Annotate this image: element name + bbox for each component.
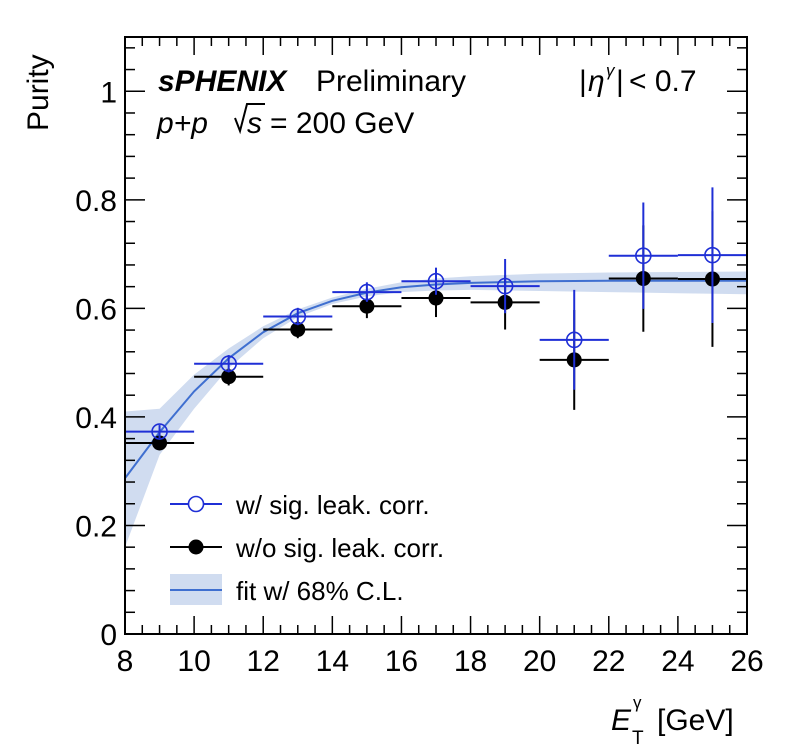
x-tick-label: 22 [592, 645, 625, 678]
svg-text:w/ sig. leak. corr.: w/ sig. leak. corr. [235, 490, 430, 520]
x-tick-label: 10 [177, 645, 210, 678]
y-tick-label: 0.4 [75, 402, 117, 435]
eta-cut-label: | η γ | < 0.7 [579, 61, 697, 98]
svg-text:η: η [588, 65, 605, 98]
x-tick-label: 8 [117, 645, 134, 678]
x-tick-label: 16 [385, 645, 418, 678]
marker [635, 247, 652, 265]
svg-text:γ: γ [606, 61, 616, 80]
legend-entry-fit: fit w/ 68% C.L. [170, 574, 404, 606]
x-tick-label: 20 [523, 645, 556, 678]
data-point [332, 282, 402, 302]
data-point [194, 368, 264, 386]
ticks-layer [124, 37, 748, 635]
data-point [125, 423, 195, 440]
data-point [677, 187, 747, 324]
legend-entry-with-corr: w/ sig. leak. corr. [170, 490, 430, 520]
svg-text:|: | [579, 65, 587, 98]
marker [358, 283, 376, 301]
data-point [263, 307, 333, 326]
data-point [125, 435, 195, 451]
y-tick-label: 0 [100, 619, 117, 652]
y-tick-label: 0.6 [75, 293, 117, 326]
series-with-corr [125, 187, 747, 440]
data-point [608, 202, 678, 309]
data-point [539, 289, 609, 390]
x-tick-label: 12 [247, 645, 280, 678]
marker [289, 308, 307, 325]
x-axis-title-main: E [611, 704, 632, 737]
x-tick-label: 14 [316, 645, 349, 678]
x-axis-title-sub: T [632, 728, 644, 749]
sqrt-s-symbol: s [234, 103, 265, 140]
status-label: Preliminary [316, 65, 466, 98]
y-tick-label: 1 [100, 76, 117, 109]
marker [427, 272, 445, 290]
collision-label: p+p [156, 107, 208, 140]
x-axis-title-unit: [GeV] [657, 704, 734, 737]
y-axis-title: Purity [22, 54, 55, 131]
data-point [470, 258, 540, 314]
marker [359, 298, 375, 314]
experiment-label: sPHENIX [158, 65, 288, 98]
y-tick-labels: 0 0.2 0.4 0.6 0.8 1 [75, 76, 117, 652]
energy-label: = 200 GeV [270, 107, 414, 140]
marker [565, 331, 583, 349]
marker [221, 369, 237, 385]
marker [704, 246, 721, 264]
data-point [194, 355, 264, 373]
x-tick-label: 18 [454, 645, 487, 678]
x-tick-label: 26 [730, 645, 763, 678]
marker [428, 290, 444, 306]
marker [151, 423, 168, 440]
marker [496, 277, 514, 295]
data-point [263, 320, 333, 339]
svg-text:w/o sig. leak. corr.: w/o sig. leak. corr. [235, 533, 444, 563]
series-layer [125, 187, 747, 451]
legend-entry-without-corr: w/o sig. leak. corr. [170, 533, 444, 563]
data-point [401, 267, 471, 295]
svg-text:s: s [247, 107, 262, 140]
x-axis-title: E [611, 704, 632, 737]
x-tick-labels: 8 10 12 14 16 18 20 22 24 26 [117, 645, 764, 678]
marker [152, 435, 168, 451]
svg-text:< 0.7: < 0.7 [629, 65, 697, 98]
svg-text:|: | [616, 65, 624, 98]
y-tick-label: 0.2 [75, 510, 117, 543]
svg-text:fit w/ 68% C.L.: fit w/ 68% C.L. [236, 576, 404, 606]
x-tick-label: 24 [661, 645, 694, 678]
marker [220, 355, 237, 373]
x-axis-title-sup: γ [633, 693, 642, 712]
y-tick-label: 0.8 [75, 185, 117, 218]
legend: w/ sig. leak. corr. w/o sig. leak. corr.… [170, 490, 444, 606]
marker [290, 322, 306, 338]
